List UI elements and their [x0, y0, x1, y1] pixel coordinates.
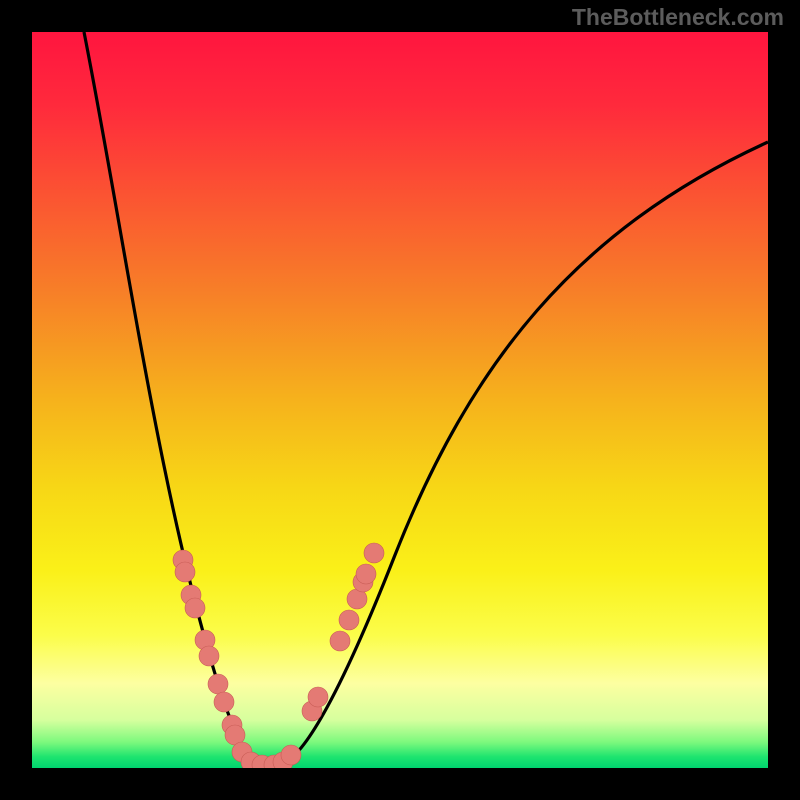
plot-background	[32, 32, 768, 768]
data-marker	[339, 610, 359, 630]
data-marker	[214, 692, 234, 712]
data-marker	[330, 631, 350, 651]
data-marker	[281, 745, 301, 765]
data-marker	[308, 687, 328, 707]
data-marker	[364, 543, 384, 563]
data-marker	[199, 646, 219, 666]
watermark-label: TheBottleneck.com	[572, 4, 784, 31]
data-marker	[175, 562, 195, 582]
data-marker	[356, 564, 376, 584]
data-marker	[185, 598, 205, 618]
bottleneck-chart	[0, 0, 800, 800]
chart-container: { "canvas": { "width": 800, "height": 80…	[0, 0, 800, 800]
data-marker	[208, 674, 228, 694]
